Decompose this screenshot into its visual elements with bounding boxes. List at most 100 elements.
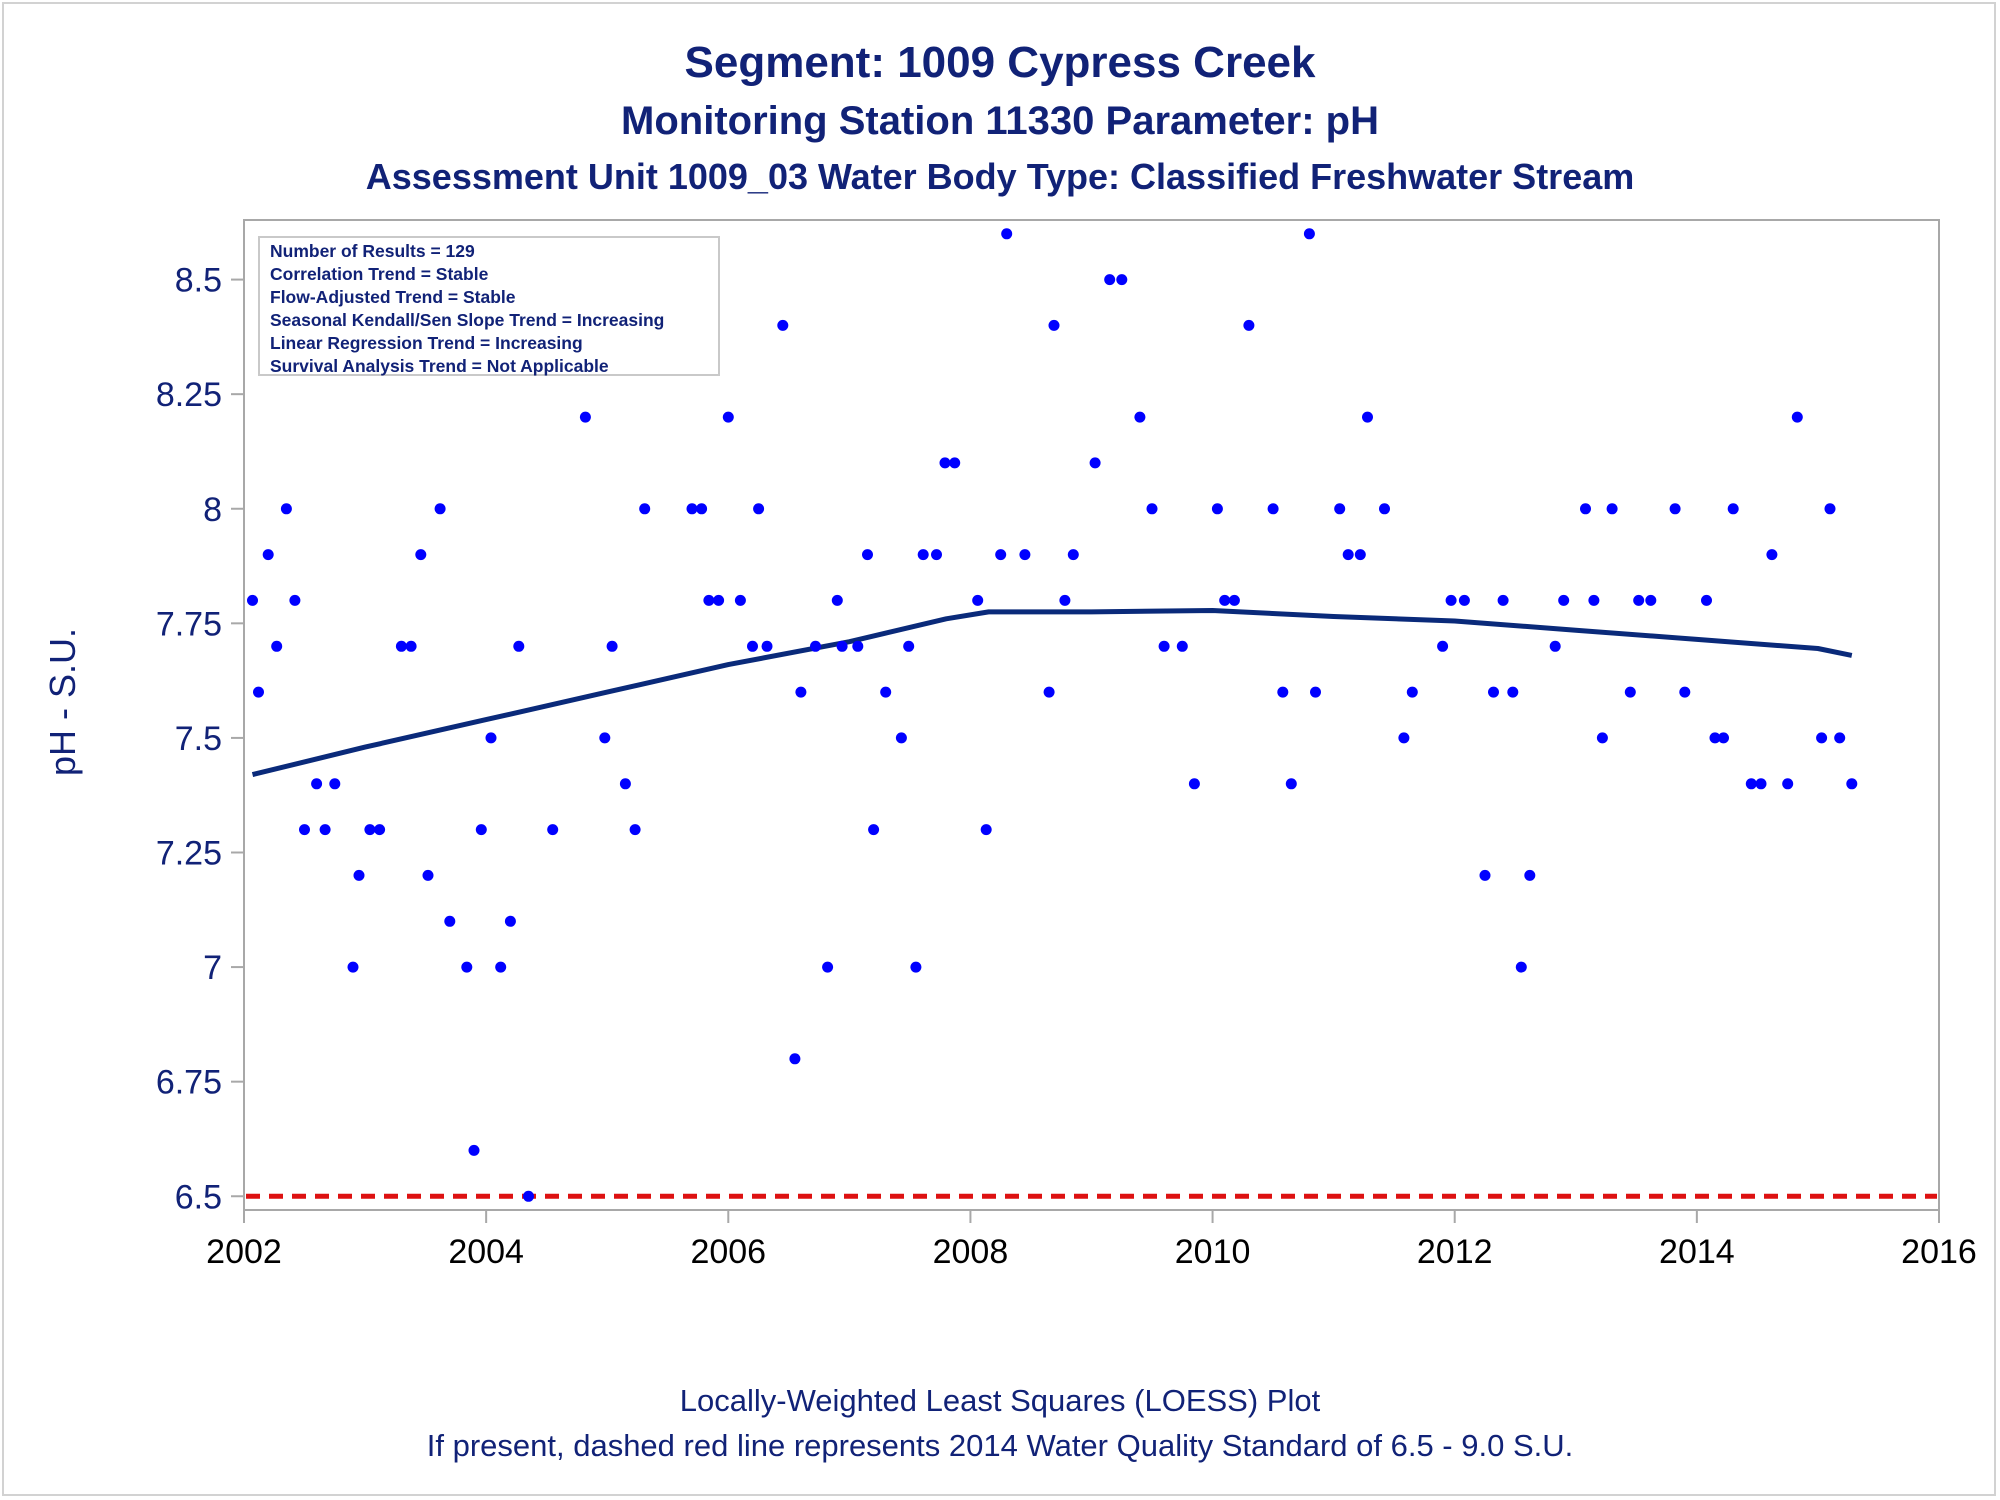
data-point [319,824,331,836]
data-point [686,503,698,515]
data-point [777,319,789,331]
data-point [364,824,376,836]
data-point [1846,778,1858,790]
data-point [1067,549,1079,561]
trend-stat-line: Correlation Trend = Stable [270,264,489,284]
data-point [1497,594,1509,606]
x-tick-label: 2014 [1659,1233,1735,1271]
data-point [696,503,708,515]
data-point [795,686,807,698]
data-point [1458,594,1470,606]
data-point [1277,686,1289,698]
y-axis-label: pH - S.U. [42,628,83,776]
data-point [247,594,258,606]
x-tick-label: 2010 [1175,1233,1251,1271]
data-point [761,640,773,652]
trend-stat-line: Seasonal Kendall/Sen Slope Trend = Incre… [270,310,665,330]
data-point [1001,228,1013,240]
data-point [1524,869,1536,881]
data-point [1219,594,1231,606]
data-point [747,640,758,652]
chart-subtitle-2: Assessment Unit 1009_03 Water Body Type:… [365,156,1635,197]
data-point [1303,228,1315,240]
data-point [1479,869,1491,881]
x-tick-label: 2004 [448,1233,524,1271]
data-point [271,640,283,652]
data-point [1755,778,1767,790]
data-point [1146,503,1158,515]
data-point [495,961,507,973]
data-point [1379,503,1390,515]
data-point [1188,778,1200,790]
data-point [579,411,591,423]
data-point [434,503,446,515]
footer-note-standard: If present, dashed red line represents 2… [426,1428,1574,1463]
data-point [1633,594,1645,606]
data-point [523,1190,534,1202]
data-point [1549,640,1561,652]
data-point [734,594,746,606]
data-point [713,594,725,606]
data-point [1606,503,1618,515]
data-point [280,503,292,515]
data-point [1834,732,1846,744]
data-point [422,869,434,881]
data-point [703,594,715,606]
x-tick-label: 2016 [1901,1233,1977,1271]
data-point [1104,274,1116,286]
data-point [504,915,516,927]
data-point [1116,274,1128,286]
loess-trend-line [251,608,1853,778]
trend-stat-line: Survival Analysis Trend = Not Applicable [270,356,609,376]
y-tick-label: 6.5 [175,1178,222,1216]
data-point [722,411,734,423]
data-point [461,961,473,973]
data-point [1718,732,1729,744]
data-point [810,640,821,652]
data-point [868,824,880,836]
data-point [1019,549,1031,561]
data-point [949,457,961,469]
data-point [972,594,984,606]
data-point [1158,640,1170,652]
data-point [1048,319,1060,331]
data-point [1362,411,1373,423]
data-point [415,549,427,561]
data-point [1059,594,1071,606]
y-tick-label: 7.25 [156,835,222,873]
data-point [619,778,631,790]
data-point [1580,503,1591,515]
data-point [329,778,341,790]
chart-title: Segment: 1009 Cypress Creek [684,38,1316,87]
data-point [822,961,834,973]
data-point [1310,686,1321,698]
y-tick-label: 7.5 [175,720,222,758]
data-point [1782,778,1794,790]
data-point [1089,457,1101,469]
data-point [1334,503,1346,515]
data-point [1766,549,1778,561]
data-point [405,640,417,652]
data-point [311,778,323,790]
data-point [836,640,848,652]
data-point [1679,686,1691,698]
y-tick-label: 8 [203,491,222,529]
data-point [789,1053,801,1065]
data-point [547,824,559,836]
x-tick-label: 2006 [690,1233,766,1271]
y-tick-label: 7 [203,949,222,987]
data-point [1791,411,1803,423]
data-point [1515,961,1527,973]
trend-stat-line: Number of Results = 129 [270,241,475,261]
data-point [917,549,929,561]
data-point [299,824,310,836]
data-point [1043,686,1055,698]
data-point [289,594,301,606]
y-tick-label: 6.75 [156,1064,222,1102]
data-point [253,686,264,698]
data-point [1824,503,1836,515]
data-point [475,824,487,836]
x-tick-label: 2008 [933,1233,1009,1271]
